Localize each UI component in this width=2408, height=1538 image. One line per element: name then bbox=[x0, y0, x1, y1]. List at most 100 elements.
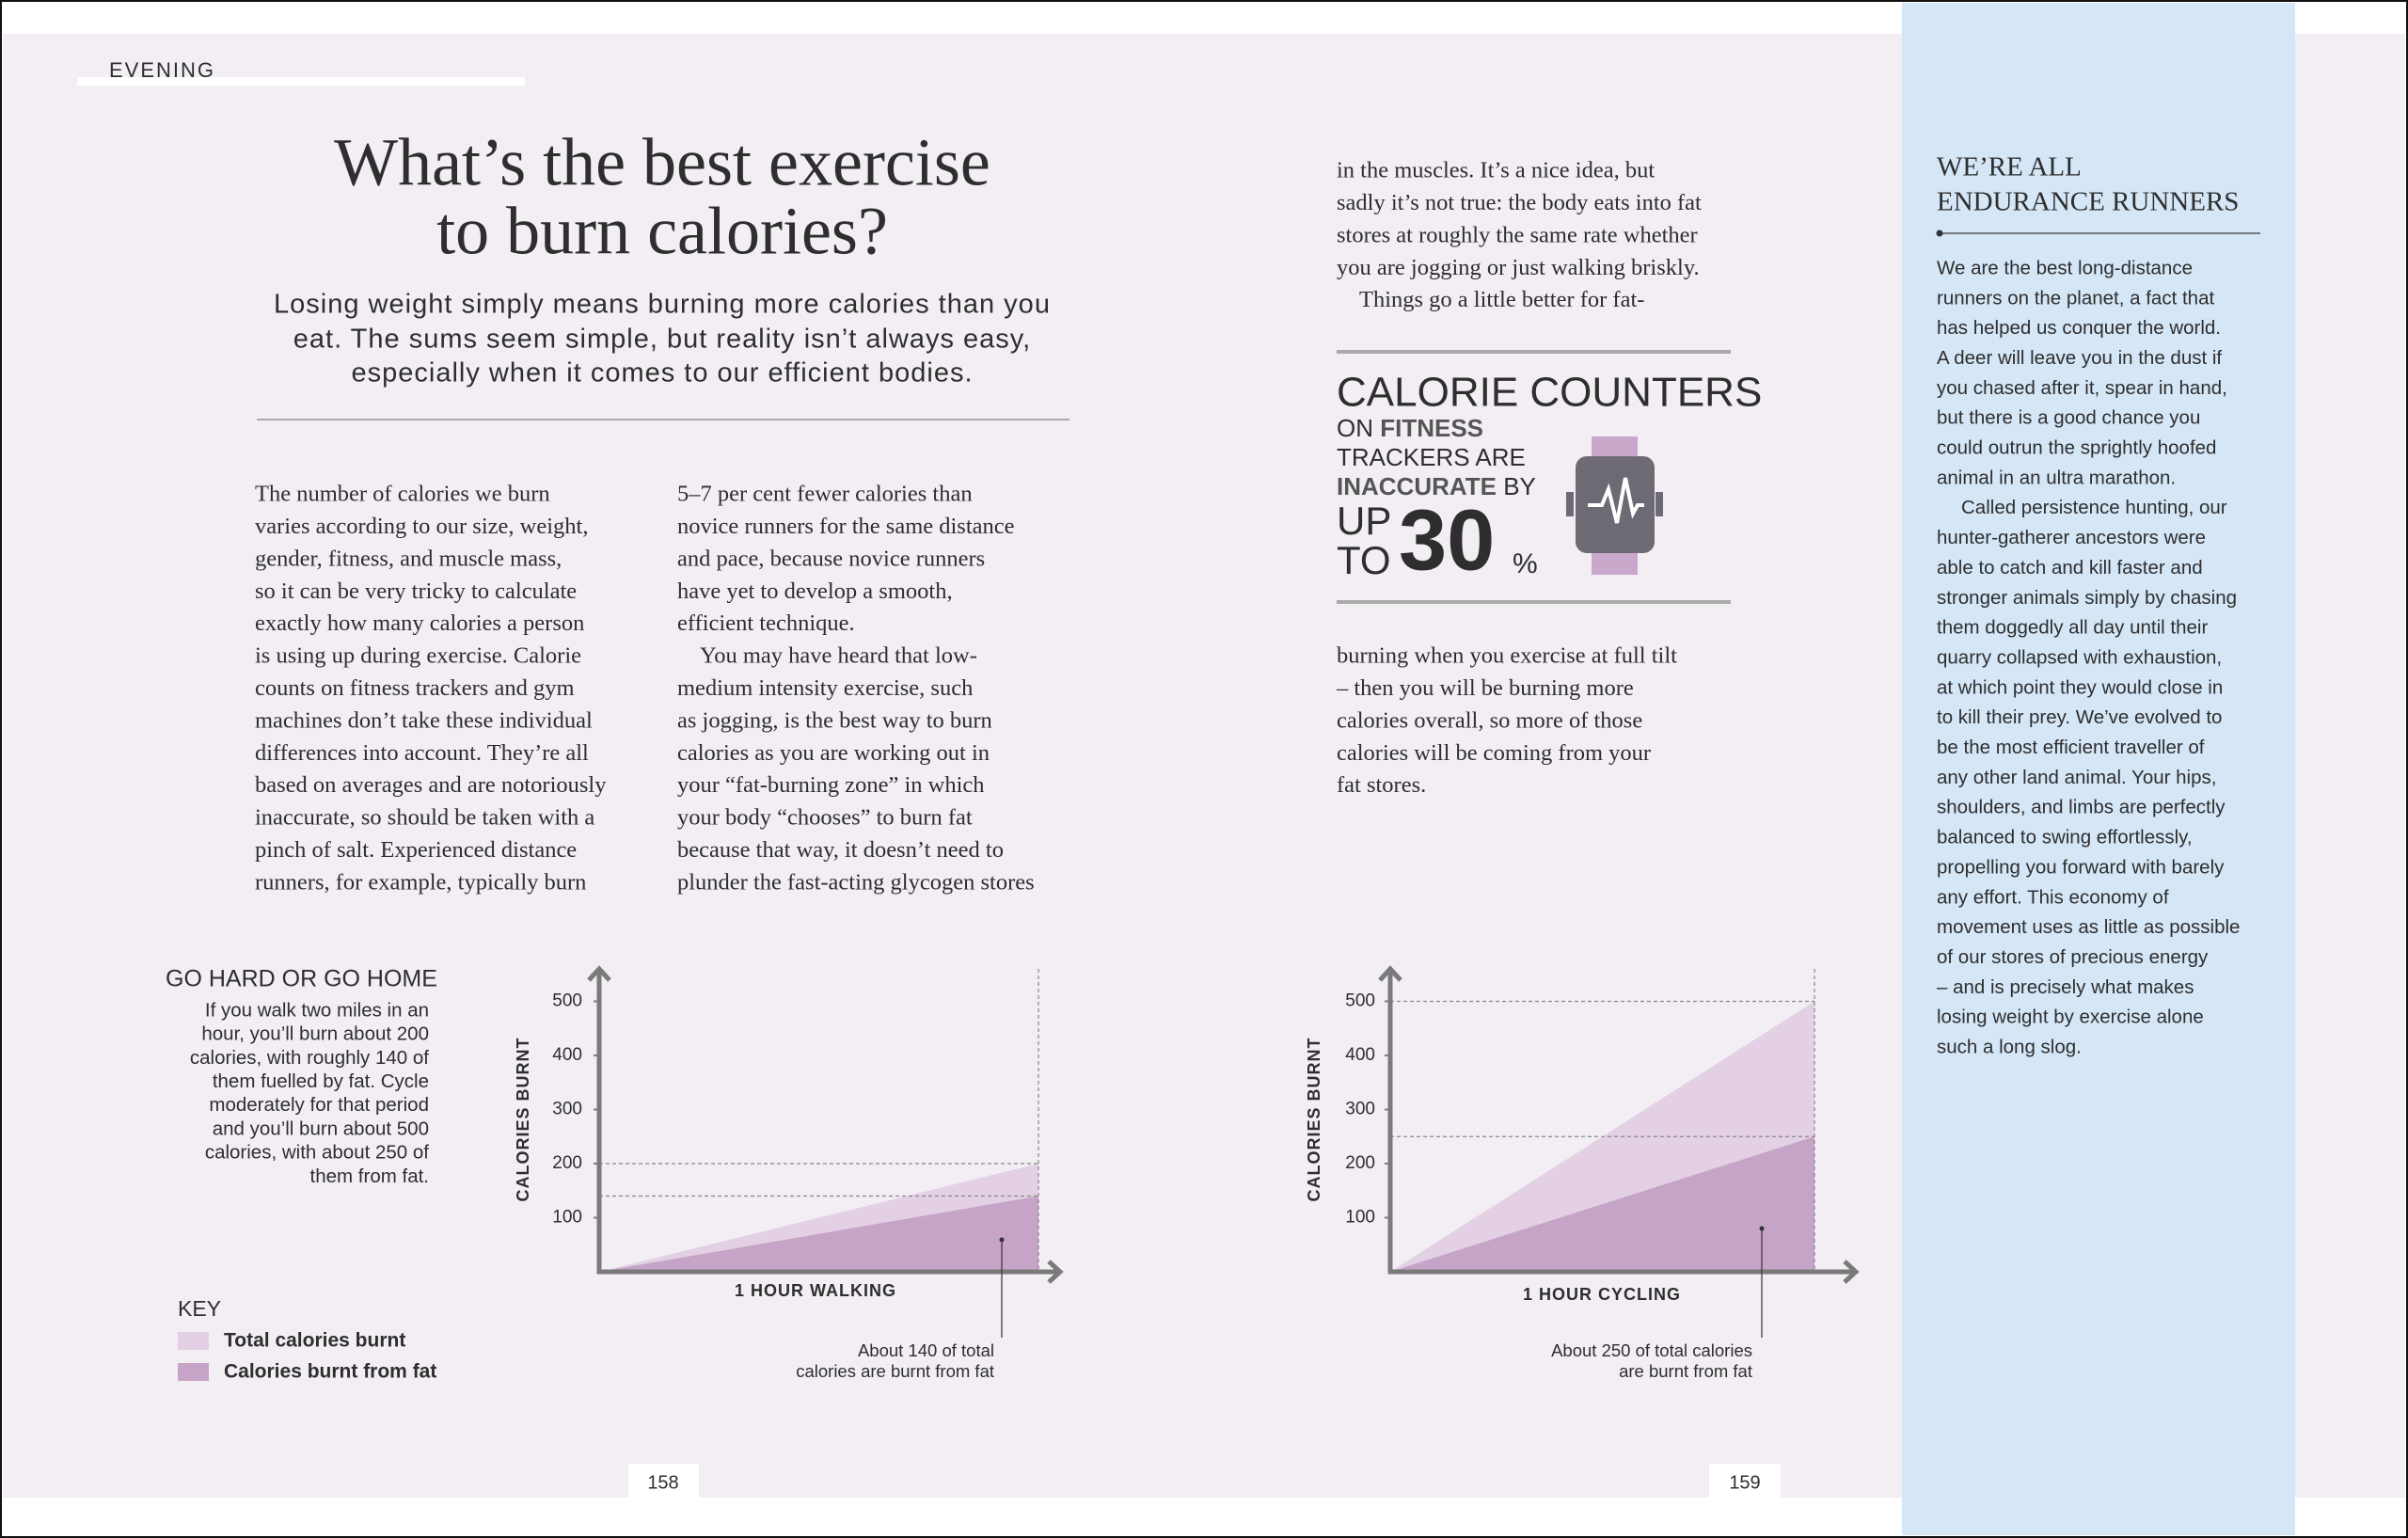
sidebar-text: could outrun the sprightly hoofed bbox=[1937, 437, 2216, 459]
y-tick-label: 500 bbox=[552, 991, 582, 1011]
sidebar-text: losing weight by exercise alone bbox=[1937, 1007, 2204, 1028]
page-number: 159 bbox=[1729, 1472, 1760, 1493]
sidebar-text: A deer will leave you in the dust if bbox=[1937, 347, 2222, 369]
body-text: based on averages and are notoriously bbox=[255, 772, 607, 798]
body-text: fat stores. bbox=[1337, 772, 1426, 798]
callout-line: INACCURATE BY bbox=[1337, 472, 1536, 500]
subtitle: Losing weight simply means burning more … bbox=[274, 290, 1051, 320]
sidebar-dot bbox=[1936, 230, 1943, 237]
page-number-box bbox=[1709, 1464, 1781, 1499]
callout-number: 30 bbox=[1399, 492, 1495, 588]
axis-arrow bbox=[587, 965, 1064, 1284]
sidebar-text: any other land animal. Your hips, bbox=[1937, 767, 2216, 788]
sidebar-text: at which point they would close in bbox=[1937, 676, 2223, 698]
sidebar-text: Called persistence hunting, our bbox=[1961, 497, 2227, 518]
annotation: calories are burnt from fat bbox=[796, 1361, 994, 1381]
legend-swatch bbox=[178, 1363, 209, 1381]
axis bbox=[596, 969, 1060, 1275]
y-axis-label: CALORIES BURNT bbox=[514, 1038, 532, 1202]
body-text: The number of calories we burn bbox=[255, 482, 550, 507]
sidebar-text: hunter-gatherer ancestors were bbox=[1937, 527, 2206, 548]
subtitle: especially when it comes to our efficien… bbox=[351, 358, 973, 388]
callout-word: INACCURATE bbox=[1337, 472, 1497, 500]
x-axis-label: 1 HOUR CYCLING bbox=[1523, 1285, 1681, 1304]
area bbox=[599, 1196, 1038, 1272]
body-text: sadly it’s not true: the body eats into … bbox=[1337, 190, 1702, 215]
body-text: varies according to our size, weight, bbox=[255, 514, 588, 539]
body-text: – then you will be burning more bbox=[1336, 675, 1634, 701]
body-text: exactly how many calories a person bbox=[255, 610, 584, 636]
legend-swatch bbox=[178, 1332, 209, 1350]
body-text: counts on fitness trackers and gym bbox=[255, 675, 575, 701]
chart-intro-title: GO HARD OR GO HOME bbox=[166, 966, 437, 992]
y-tick-label: 100 bbox=[552, 1208, 582, 1228]
area bbox=[1390, 1136, 1814, 1272]
body-text: calories overall, so more of those bbox=[1337, 707, 1642, 733]
legend-label: Calories burnt from fat bbox=[224, 1361, 436, 1383]
callout-word: UP bbox=[1337, 499, 1391, 543]
body-text: burning when you exercise at full tilt bbox=[1337, 643, 1677, 669]
body-text: because that way, it doesn’t need to bbox=[677, 837, 1004, 863]
page-number-box bbox=[628, 1464, 699, 1499]
sidebar-text: able to catch and kill faster and bbox=[1937, 557, 2203, 579]
header-bar bbox=[77, 77, 525, 86]
sidebar-text: We are the best long-distance bbox=[1937, 257, 2193, 278]
section-label: EVENING bbox=[109, 58, 215, 82]
y-tick-label: 300 bbox=[552, 1100, 582, 1119]
sidebar-text: shoulders, and limbs are perfectly bbox=[1937, 797, 2226, 818]
body-text: have yet to develop a smooth, bbox=[677, 579, 953, 604]
x-axis-label: 1 HOUR WALKING bbox=[735, 1281, 896, 1300]
body-text: runners, for example, typically burn bbox=[255, 869, 586, 895]
sidebar-text: be the most efficient traveller of bbox=[1937, 737, 2205, 758]
body-text: and pace, because novice runners bbox=[677, 546, 985, 571]
heartbeat bbox=[1588, 477, 1644, 524]
body-text: gender, fitness, and muscle mass, bbox=[255, 546, 562, 571]
axis bbox=[1387, 969, 1856, 1275]
body-text: plunder the fast-acting glycogen stores bbox=[677, 869, 1035, 895]
sidebar-panel bbox=[1902, 3, 2295, 1535]
chart-intro-text: and you’ll burn about 500 bbox=[213, 1118, 429, 1139]
callout-line: ON FITNESS bbox=[1337, 414, 1483, 442]
sidebar-text: propelling you forward with barely bbox=[1937, 856, 2225, 878]
callout-word: BY bbox=[1503, 472, 1536, 500]
y-tick-label: 200 bbox=[552, 1153, 582, 1173]
annotation: About 250 of total calories bbox=[1551, 1340, 1752, 1360]
callout-word: ON bbox=[1337, 414, 1373, 442]
body-text: You may have heard that low- bbox=[700, 643, 977, 669]
watch-button bbox=[1566, 492, 1574, 516]
title: to burn calories? bbox=[436, 194, 888, 269]
callout-percent: % bbox=[1513, 548, 1538, 579]
body-text: machines don’t take these individual bbox=[255, 707, 593, 733]
y-tick-label: 100 bbox=[1345, 1208, 1375, 1228]
annotation: About 140 of total bbox=[858, 1340, 994, 1360]
watch-face bbox=[1576, 456, 1655, 553]
sidebar-text: of our stores of precious energy bbox=[1937, 946, 2209, 968]
page-number: 158 bbox=[647, 1472, 678, 1493]
axis-arrow bbox=[1378, 965, 1860, 1284]
body-text: so it can be very tricky to calculate bbox=[255, 579, 577, 604]
body-text: in the muscles. It’s a nice idea, but bbox=[1337, 158, 1655, 183]
sidebar-text: you chased after it, spear in hand, bbox=[1937, 377, 2227, 399]
sidebar-text: to kill their prey. We’ve evolved to bbox=[1937, 706, 2222, 728]
body-text: Things go a little better for fat- bbox=[1359, 287, 1644, 312]
body-text: as jogging, is the best way to burn bbox=[677, 707, 992, 733]
chart: 100 200 300 400 500 1 HOUR WALKING CALORIES BU… bbox=[514, 965, 1064, 1381]
chart-intro-text: moderately for that period bbox=[209, 1094, 429, 1116]
legend-label: Total calories burnt bbox=[224, 1330, 405, 1352]
sidebar-title: WE’RE ALL bbox=[1937, 152, 2082, 182]
body-text: you are jogging or just walking briskly. bbox=[1337, 255, 1700, 280]
sidebar-text: has helped us conquer the world. bbox=[1937, 317, 2221, 339]
body-text: novice runners for the same distance bbox=[677, 514, 1015, 539]
sidebar-text: such a long slog. bbox=[1937, 1037, 2082, 1058]
y-axis-label: CALORIES BURNT bbox=[1305, 1038, 1323, 1202]
sidebar-text: animal in an ultra marathon. bbox=[1937, 467, 2176, 488]
callout-word: FITNESS bbox=[1380, 414, 1483, 442]
body-text: inaccurate, so should be taken with a bbox=[255, 805, 594, 831]
watch-icon bbox=[1566, 436, 1663, 575]
chart-intro-text: If you walk two miles in an bbox=[205, 999, 429, 1021]
subtitle: eat. The sums seem simple, but reality i… bbox=[293, 325, 1031, 355]
chart-intro-text: calories, with roughly 140 of bbox=[190, 1047, 429, 1069]
sidebar-text: runners on the planet, a fact that bbox=[1937, 287, 2214, 309]
